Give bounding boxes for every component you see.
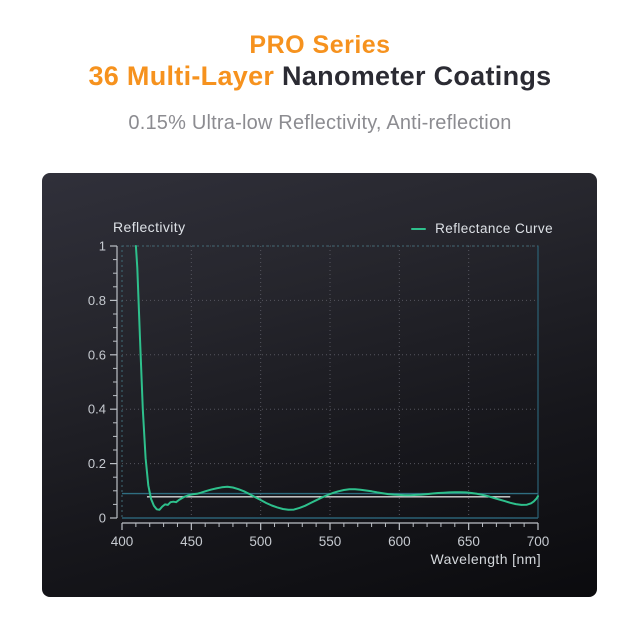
header-main-title-highlight: 36 Multi-Layer bbox=[88, 61, 283, 91]
header-main-title: 36 Multi-Layer Nanometer Coatings bbox=[0, 60, 640, 92]
y-tick-label: 0 bbox=[99, 511, 106, 526]
x-tick-label: 400 bbox=[111, 534, 134, 549]
x-tick-label: 550 bbox=[319, 534, 342, 549]
y-tick-label: 1 bbox=[99, 239, 106, 254]
chart-panel: Reflectivity Reflectance Curve 0 0.2 0.4 0.… bbox=[42, 173, 597, 597]
x-tick-label: 700 bbox=[527, 534, 550, 549]
chart-title: Reflectivity bbox=[113, 219, 186, 235]
reflectance-curve bbox=[134, 245, 539, 511]
x-tick-label: 600 bbox=[388, 534, 411, 549]
legend-line-icon bbox=[411, 227, 427, 230]
legend-label: Reflectance Curve bbox=[435, 221, 553, 236]
x-tick-label: 650 bbox=[457, 534, 480, 549]
header-subtitle: 0.15% Ultra-low Reflectivity, Anti-refle… bbox=[128, 112, 512, 134]
header-series-title: PRO Series bbox=[249, 31, 391, 59]
reflectance-chart: 0 0.2 0.4 0.6 0.8 1 400 450 500 550 600 650 700 bbox=[88, 239, 550, 550]
header-main-title-rest: Nanometer Coatings bbox=[282, 61, 552, 91]
y-tick-label: 0.4 bbox=[88, 402, 106, 417]
chart-legend: Reflectance Curve bbox=[411, 221, 553, 236]
x-axis-label: Wavelength [nm] bbox=[430, 551, 541, 567]
y-tick-label: 0.8 bbox=[88, 293, 106, 308]
header: PRO Series 36 Multi-Layer Nanometer Coat… bbox=[0, 30, 640, 135]
x-tick-label: 450 bbox=[180, 534, 203, 549]
x-tick-label: 500 bbox=[249, 534, 272, 549]
y-tick-label: 0.2 bbox=[88, 456, 106, 471]
y-tick-label: 0.6 bbox=[88, 347, 106, 362]
